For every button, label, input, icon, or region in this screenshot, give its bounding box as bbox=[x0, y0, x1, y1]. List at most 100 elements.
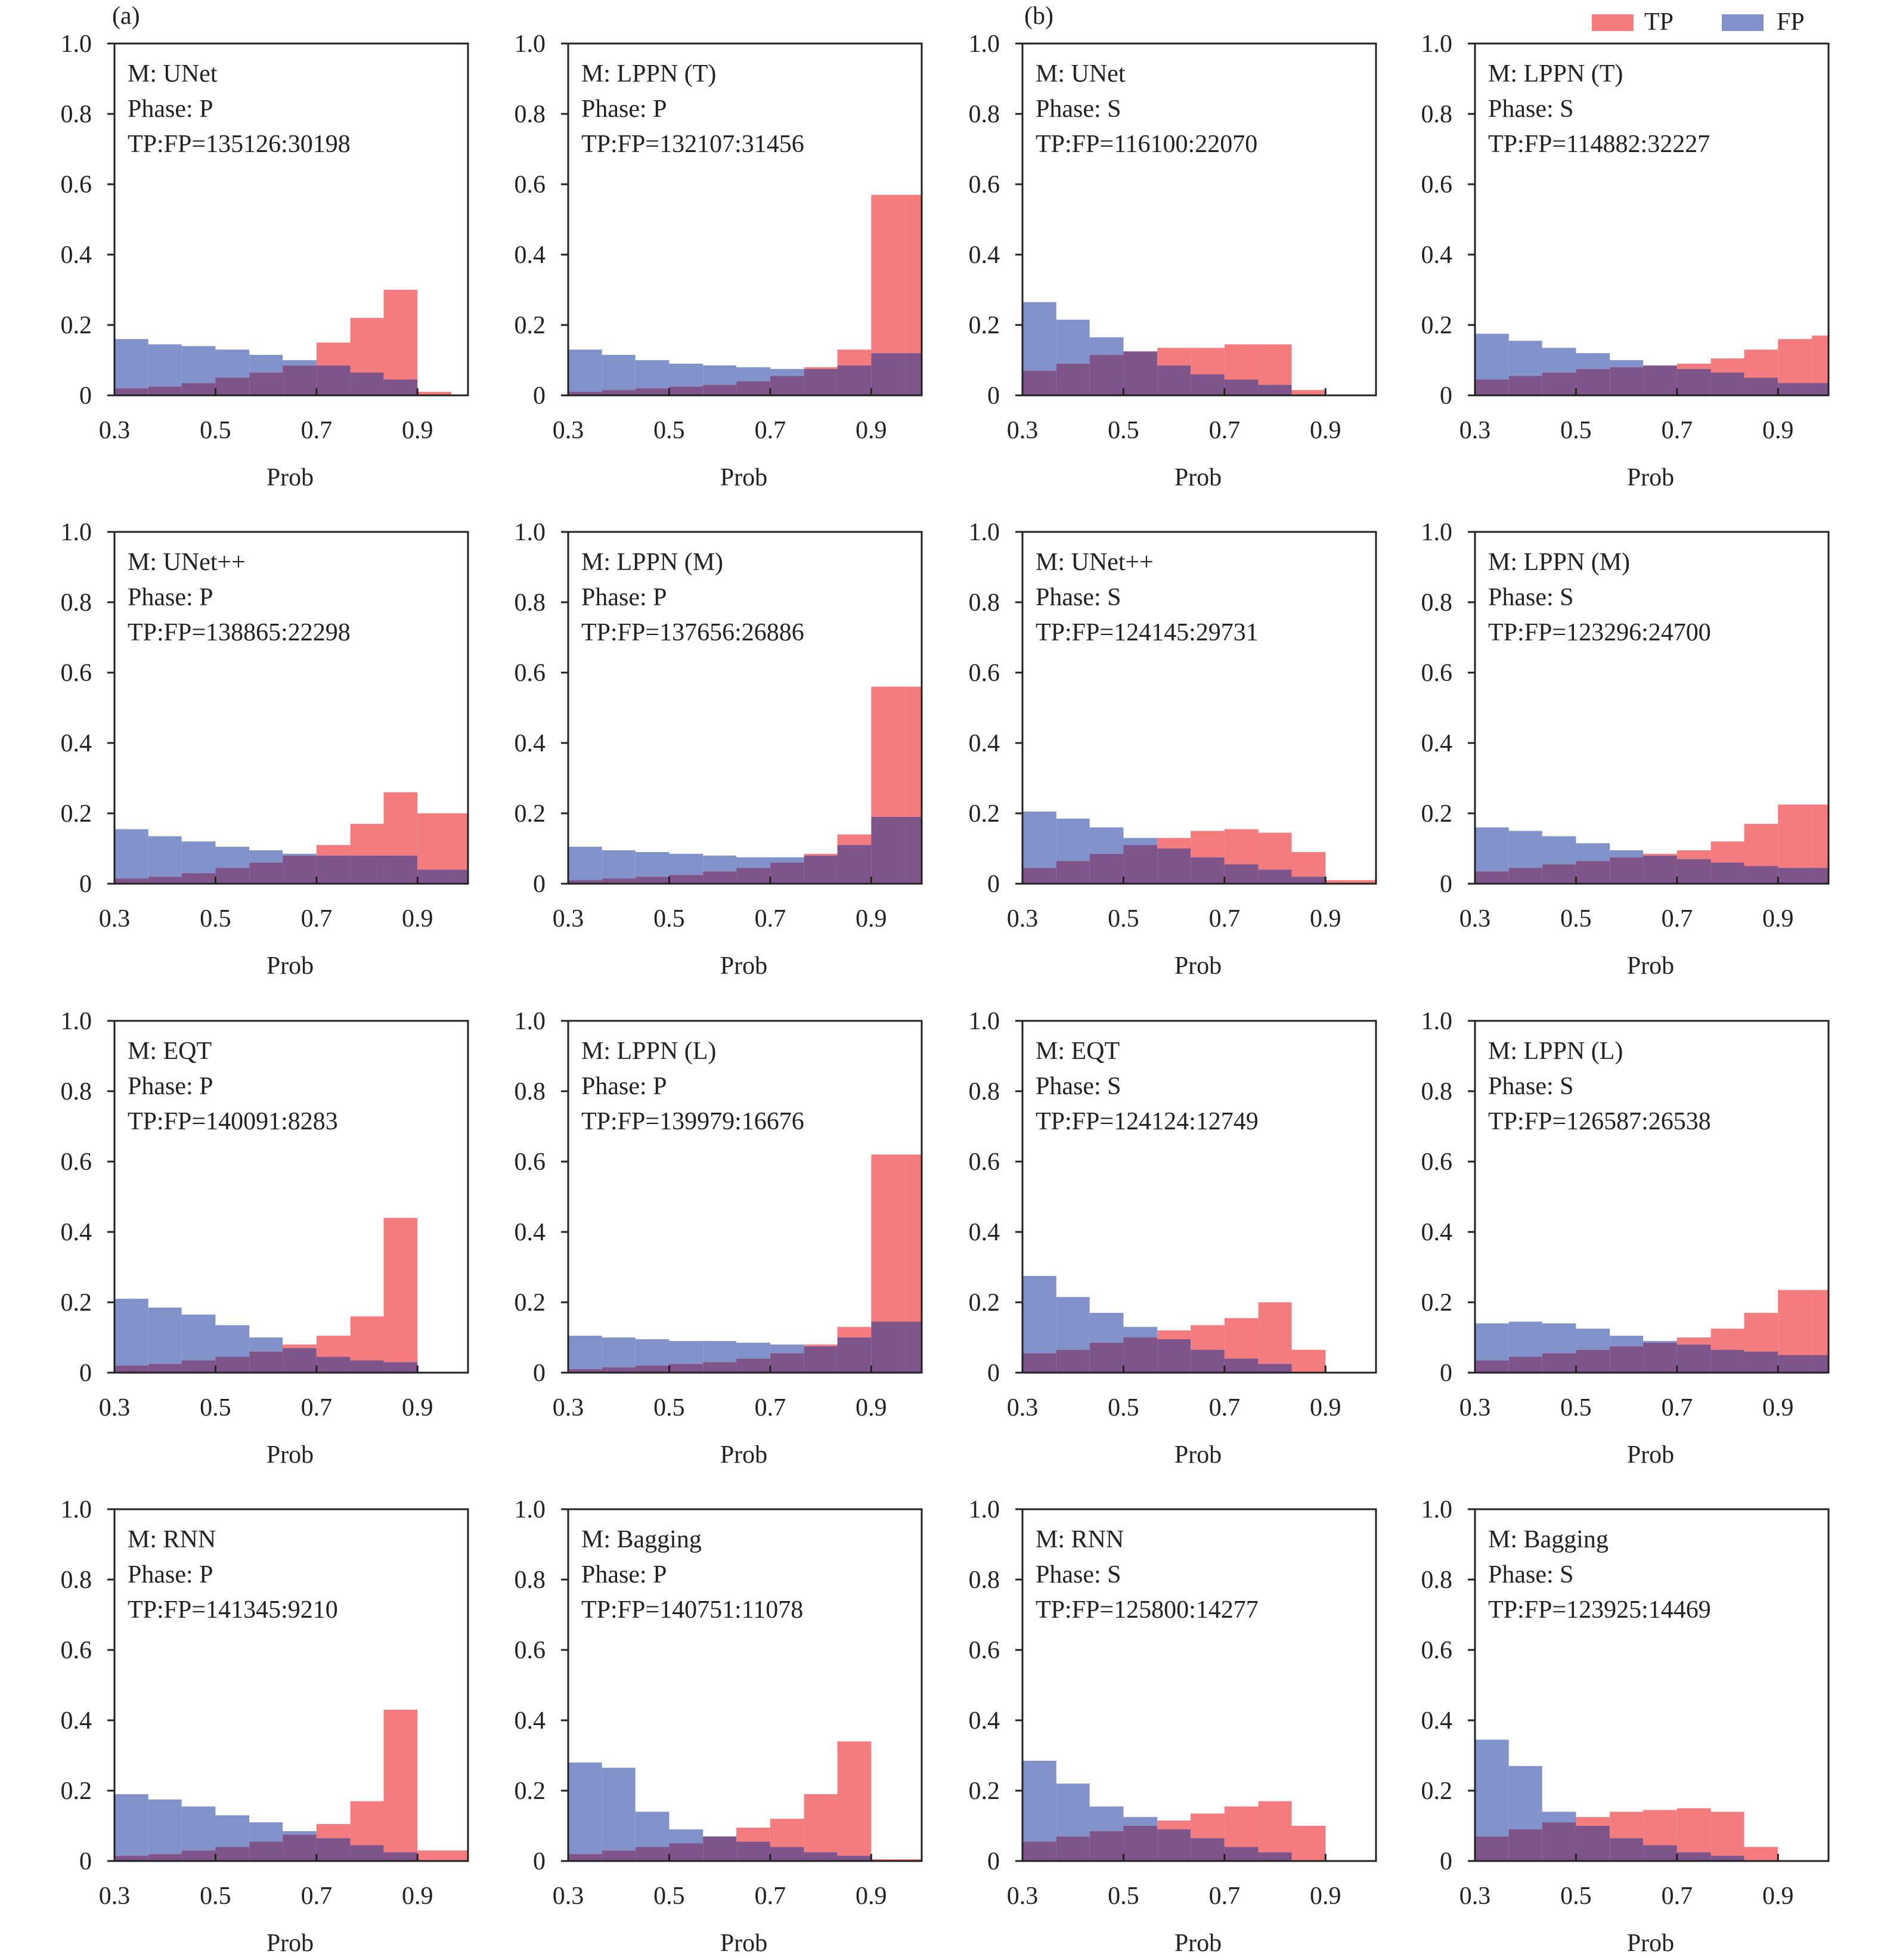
phase-label: Phase: P bbox=[128, 95, 213, 123]
x-tick-label: 0.5 bbox=[1108, 1882, 1139, 1910]
y-tick-label: 0.2 bbox=[515, 1778, 546, 1805]
overlap-bar-9 bbox=[837, 365, 872, 395]
overlap-bar-11 bbox=[905, 816, 922, 884]
overlap-bar-1 bbox=[568, 1854, 602, 1861]
overlap-bar-7 bbox=[1676, 859, 1711, 884]
tp-bar-9 bbox=[1291, 1826, 1326, 1861]
overlap-bar-3 bbox=[1542, 372, 1576, 395]
x-tick-label: 0.7 bbox=[1662, 905, 1693, 933]
fp-bar-2 bbox=[602, 355, 636, 391]
overlap-bar-2 bbox=[148, 877, 182, 884]
subplot-3: 0 0.2 0.4 0.6 0.8 1.0 0.3 0.5 0.7 0.9 Prob M: UNet P… bbox=[969, 30, 1377, 491]
y-tick-label: 0.8 bbox=[969, 589, 1000, 617]
y-tick-label: 0.8 bbox=[515, 1566, 546, 1594]
overlap-bar-5 bbox=[1157, 849, 1191, 884]
overlap-bar-1 bbox=[1022, 1841, 1056, 1861]
y-tick-label: 0.4 bbox=[515, 1219, 546, 1246]
overlap-bar-4 bbox=[1576, 1826, 1610, 1861]
model-label: M: UNet++ bbox=[128, 549, 246, 576]
overlap-bar-7 bbox=[1224, 1847, 1259, 1861]
fp-bar-3 bbox=[635, 1339, 670, 1366]
tp-bar-9 bbox=[837, 349, 872, 366]
tp-fp-ratio: TP:FP=141345:9210 bbox=[128, 1596, 338, 1624]
overlap-bar-3 bbox=[1542, 1353, 1576, 1373]
tp-bar-9 bbox=[1291, 390, 1326, 395]
overlap-bar-4 bbox=[1576, 1349, 1610, 1373]
y-tick-label: 0.6 bbox=[61, 659, 92, 687]
tp-bar-7 bbox=[1676, 850, 1711, 859]
tp-bar-8 bbox=[804, 1344, 838, 1346]
tp-bar-7 bbox=[316, 845, 351, 856]
tp-bar-10 bbox=[417, 1850, 452, 1861]
overlap-bar-3 bbox=[635, 388, 670, 395]
overlap-bar-3 bbox=[635, 877, 670, 884]
overlap-bar-9 bbox=[383, 1852, 418, 1861]
overlap-bar-1 bbox=[1475, 1836, 1509, 1861]
overlap-bar-7 bbox=[1224, 864, 1259, 884]
tp-bar-9 bbox=[383, 1218, 418, 1363]
y-tick-label: 0.6 bbox=[969, 1637, 1000, 1664]
y-tick-label: 0.6 bbox=[61, 171, 92, 199]
overlap-bar-11 bbox=[1812, 383, 1829, 395]
overlap-bar-2 bbox=[1056, 1836, 1090, 1861]
fp-bar-1 bbox=[114, 1794, 148, 1856]
phase-label: Phase: S bbox=[1488, 95, 1574, 123]
overlap-bar-4 bbox=[215, 1847, 250, 1861]
x-tick-label: 0.5 bbox=[1560, 905, 1592, 933]
plot-frame bbox=[1021, 1508, 1377, 1862]
overlap-bar-4 bbox=[215, 868, 250, 884]
x-tick-label: 0.3 bbox=[553, 905, 584, 933]
overlap-bar-7 bbox=[1224, 1358, 1259, 1373]
subplot-13: 0 0.2 0.4 0.6 0.8 1.0 0.3 0.5 0.7 0.9 Prob M: RNN Ph… bbox=[61, 1496, 469, 1957]
fp-bar-4 bbox=[1576, 843, 1610, 861]
y-tick-label: 0.2 bbox=[969, 1289, 1000, 1317]
fp-bar-7 bbox=[770, 857, 804, 863]
x-tick-label: 0.7 bbox=[1662, 417, 1693, 444]
overlap-bar-3 bbox=[1089, 355, 1124, 395]
tp-fp-ratio: TP:FP=125800:14277 bbox=[1036, 1596, 1259, 1624]
fp-bar-5 bbox=[703, 365, 737, 385]
overlap-bar-11 bbox=[1812, 868, 1829, 884]
overlap-bar-3 bbox=[1089, 1342, 1124, 1373]
tp-bar-8 bbox=[804, 853, 838, 856]
fp-bar-1 bbox=[568, 1336, 602, 1370]
tp-bar-9 bbox=[1291, 851, 1326, 877]
overlap-bar-7 bbox=[770, 376, 804, 395]
plot-frame bbox=[567, 42, 923, 397]
overlap-bar-7 bbox=[1224, 379, 1259, 395]
y-tick-label: 0 bbox=[1440, 1360, 1452, 1387]
tp-bar-8 bbox=[1258, 1801, 1292, 1853]
overlap-bar-8 bbox=[350, 1360, 384, 1373]
fp-bar-5 bbox=[1610, 1336, 1644, 1346]
overlap-bar-4 bbox=[1576, 369, 1610, 395]
x-tick-label: 0.3 bbox=[1007, 417, 1039, 444]
y-tick-label: 0.4 bbox=[969, 241, 1000, 269]
overlap-bar-5 bbox=[1610, 1346, 1644, 1373]
fp-bar-3 bbox=[181, 1314, 216, 1361]
fp-bar-1 bbox=[1475, 333, 1509, 380]
x-axis-label: Prob bbox=[1627, 952, 1674, 980]
overlap-bar-6 bbox=[1643, 365, 1677, 395]
tp-bar-9 bbox=[383, 290, 418, 380]
y-tick-label: 1.0 bbox=[969, 1496, 1000, 1524]
y-tick-label: 0.6 bbox=[1421, 659, 1453, 687]
y-tick-label: 0 bbox=[987, 1848, 1000, 1875]
y-tick-label: 0.8 bbox=[969, 1566, 1000, 1594]
fp-bar-5 bbox=[1610, 360, 1644, 367]
x-tick-label: 0.9 bbox=[1310, 1394, 1341, 1422]
model-label: M: RNN bbox=[1036, 1526, 1124, 1553]
tp-bar-6 bbox=[1191, 348, 1225, 374]
panel-label-a: (a) bbox=[112, 2, 140, 30]
fp-bar-2 bbox=[1508, 1766, 1542, 1829]
overlap-bar-1 bbox=[1022, 868, 1056, 884]
overlap-bar-2 bbox=[1508, 868, 1542, 884]
y-tick-label: 0.2 bbox=[1421, 1289, 1453, 1317]
tp-bar-9 bbox=[837, 834, 872, 846]
y-tick-label: 1.0 bbox=[61, 519, 92, 546]
overlap-bar-10 bbox=[417, 869, 452, 884]
y-tick-label: 0.6 bbox=[1421, 1148, 1453, 1176]
fp-bar-2 bbox=[148, 1307, 182, 1364]
tp-fp-ratio: TP:FP=140091:8283 bbox=[128, 1108, 338, 1135]
y-tick-label: 0 bbox=[79, 382, 92, 410]
overlap-bar-2 bbox=[1056, 363, 1090, 395]
